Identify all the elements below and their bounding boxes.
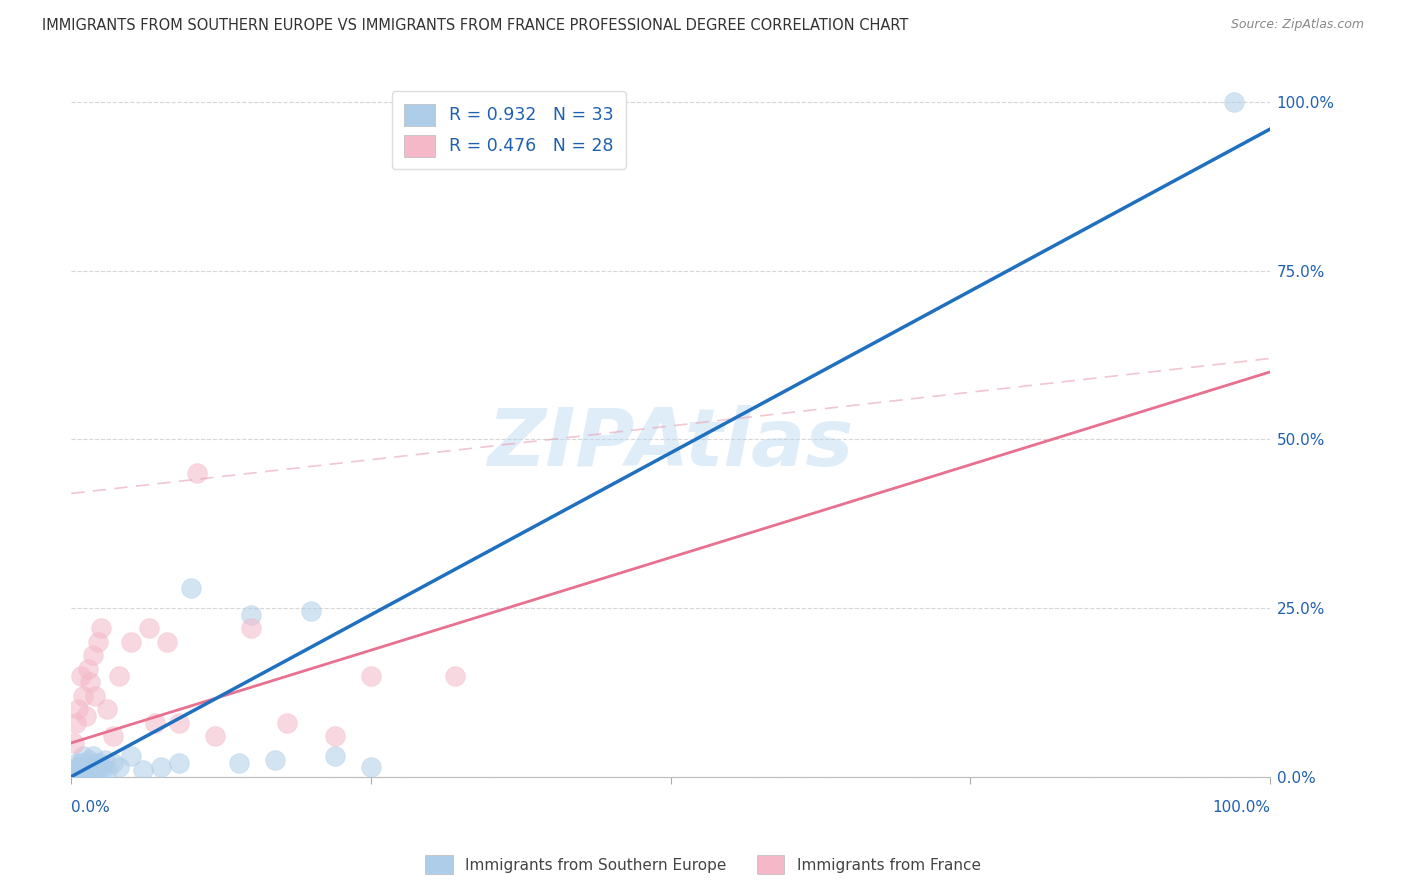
Text: 0.0%: 0.0% <box>72 800 110 815</box>
Point <box>120 634 142 648</box>
Point <box>62 763 84 777</box>
Point <box>120 749 142 764</box>
Text: IMMIGRANTS FROM SOUTHERN EUROPE VS IMMIGRANTS FROM FRANCE PROFESSIONAL DEGREE CO: IMMIGRANTS FROM SOUTHERN EUROPE VS IMMIG… <box>42 18 908 33</box>
Point <box>240 621 263 635</box>
Point <box>1223 95 1246 110</box>
Point <box>96 763 118 777</box>
Point <box>84 756 107 771</box>
Point <box>67 702 90 716</box>
Point <box>186 466 208 480</box>
Text: 100.0%: 100.0% <box>1212 800 1270 815</box>
Point <box>264 753 287 767</box>
Point <box>62 736 84 750</box>
Point <box>138 621 160 635</box>
Point <box>67 766 90 780</box>
Point <box>204 729 226 743</box>
Legend: R = 0.932   N = 33, R = 0.476   N = 28: R = 0.932 N = 33, R = 0.476 N = 28 <box>391 91 626 169</box>
Point <box>82 648 104 663</box>
Point <box>72 749 94 764</box>
Point <box>103 756 125 771</box>
Point <box>86 634 108 648</box>
Point <box>323 729 346 743</box>
Point <box>69 668 91 682</box>
Point <box>90 621 112 635</box>
Point <box>73 763 96 777</box>
Point <box>108 759 131 773</box>
Point <box>443 668 465 682</box>
Point <box>89 756 111 771</box>
Point <box>72 689 94 703</box>
Point <box>180 581 202 595</box>
Point <box>65 759 87 773</box>
Point <box>80 759 103 773</box>
Point <box>76 766 98 780</box>
Legend: Immigrants from Southern Europe, Immigrants from France: Immigrants from Southern Europe, Immigra… <box>419 849 987 880</box>
Point <box>91 763 114 777</box>
Text: ZIPAtlas: ZIPAtlas <box>488 405 853 483</box>
Point <box>167 715 190 730</box>
Point <box>299 604 322 618</box>
Point <box>82 749 104 764</box>
Point <box>70 756 93 771</box>
Point <box>83 763 105 777</box>
Point <box>360 759 382 773</box>
Point <box>94 753 117 767</box>
Point <box>79 675 101 690</box>
Point <box>108 668 131 682</box>
Point <box>77 763 100 777</box>
Text: Source: ZipAtlas.com: Source: ZipAtlas.com <box>1230 18 1364 31</box>
Point <box>75 709 97 723</box>
Point <box>77 662 100 676</box>
Point <box>167 756 190 771</box>
Point <box>323 749 346 764</box>
Point <box>86 763 108 777</box>
Point <box>103 729 125 743</box>
Point <box>86 759 108 773</box>
Point <box>77 753 100 767</box>
Point <box>276 715 298 730</box>
Point <box>240 607 263 622</box>
Point <box>84 689 107 703</box>
Point <box>96 702 118 716</box>
Point <box>228 756 250 771</box>
Point <box>150 759 173 773</box>
Point <box>360 668 382 682</box>
Point <box>90 759 112 773</box>
Point <box>143 715 166 730</box>
Point <box>79 763 101 777</box>
Point <box>66 756 89 771</box>
Point <box>75 759 97 773</box>
Point <box>156 634 179 648</box>
Point <box>69 763 91 777</box>
Point <box>65 715 87 730</box>
Point <box>132 763 155 777</box>
